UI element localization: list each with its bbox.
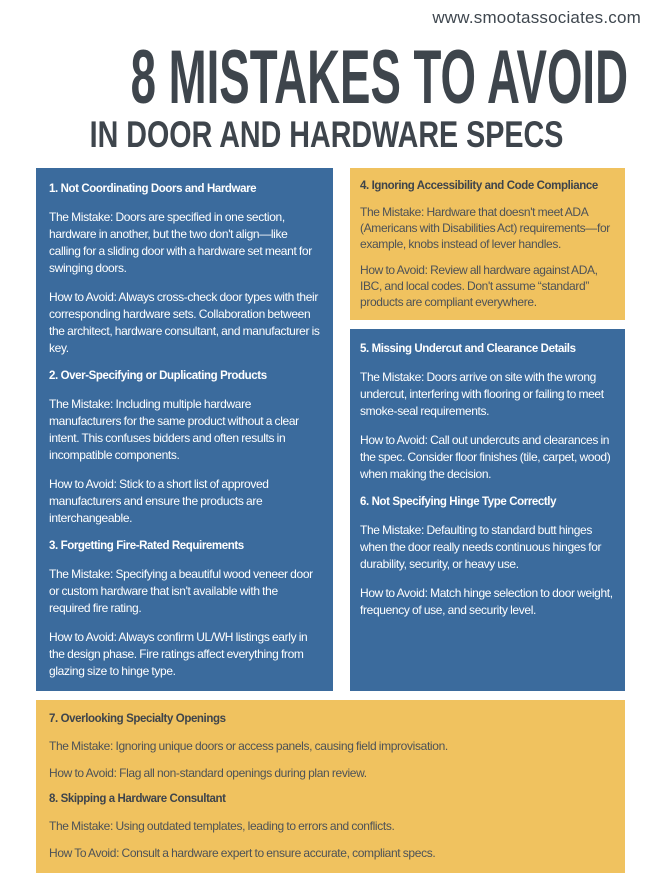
blue-panel-mistakes-5-6: 5. Missing Undercut and Clearance Detail…: [350, 329, 625, 691]
mistake-section-8: 8. Skipping a Hardware Consultant The Mi…: [49, 792, 612, 861]
mistake-3-how-to-avoid: How to Avoid: Always confirm UL/WH listi…: [49, 630, 308, 678]
mistake-5-the-mistake: The Mistake: Doors arrive on site with t…: [360, 370, 604, 418]
page-subtitle: IN DOOR AND HARDWARE SPECS: [89, 114, 564, 155]
content-grid: 1. Not Coordinating Doors and Hardware T…: [36, 168, 625, 691]
mistake-7-the-mistake: The Mistake: Ignoring unique doors or ac…: [49, 739, 448, 753]
mistake-section-6: 6. Not Specifying Hinge Type Correctly T…: [360, 495, 615, 619]
mistake-7-how-to-avoid: How to Avoid: Flag all non-standard open…: [49, 766, 367, 780]
mistake-1-how-to-avoid: How to Avoid: Always cross-check door ty…: [49, 290, 320, 355]
mistake-3-the-mistake: The Mistake: Specifying a beautiful wood…: [49, 567, 313, 615]
mistake-1-heading: 1. Not Coordinating Doors and Hardware: [49, 183, 257, 195]
mistake-5-how-to-avoid: How to Avoid: Call out undercuts and cle…: [360, 433, 611, 481]
mistake-5-heading: 5. Missing Undercut and Clearance Detail…: [360, 343, 576, 355]
left-column: 1. Not Coordinating Doors and Hardware T…: [36, 168, 333, 691]
mistake-4-how-to-avoid: How to Avoid: Review all hardware agains…: [360, 263, 598, 309]
right-column: 4. Ignoring Accessibility and Code Compl…: [350, 168, 625, 691]
blue-panel-mistakes-1-3: 1. Not Coordinating Doors and Hardware T…: [36, 168, 333, 691]
mistake-8-heading: 8. Skipping a Hardware Consultant: [49, 793, 226, 805]
mistake-6-the-mistake: The Mistake: Defaulting to standard butt…: [360, 523, 602, 571]
mistake-2-heading: 2. Over-Specifying or Duplicating Produc…: [49, 370, 267, 382]
mistake-6-how-to-avoid: How to Avoid: Match hinge selection to d…: [360, 586, 613, 617]
mistake-section-4: 4. Ignoring Accessibility and Code Compl…: [360, 179, 615, 310]
mistake-6-heading: 6. Not Specifying Hinge Type Correctly: [360, 496, 557, 508]
yellow-panel-mistakes-7-8: 7. Overlooking Specialty Openings The Mi…: [36, 700, 625, 873]
website-url: www.smootassociates.com: [432, 8, 641, 27]
mistake-4-heading: 4. Ignoring Accessibility and Code Compl…: [360, 180, 598, 192]
mistake-8-the-mistake: The Mistake: Using outdated templates, l…: [49, 819, 395, 833]
mistake-section-1: 1. Not Coordinating Doors and Hardware T…: [49, 182, 320, 357]
mistake-section-2: 2. Over-Specifying or Duplicating Produc…: [49, 369, 320, 527]
mistake-2-how-to-avoid: How to Avoid: Stick to a short list of a…: [49, 477, 269, 525]
mistake-8-how-to-avoid: How To Avoid: Consult a hardware expert …: [49, 846, 436, 860]
mistake-4-the-mistake: The Mistake: Hardware that doesn't meet …: [360, 205, 610, 251]
mistake-7-heading: 7. Overlooking Specialty Openings: [49, 713, 226, 725]
mistake-3-heading: 3. Forgetting Fire-Rated Requirements: [49, 540, 244, 552]
mistake-section-3: 3. Forgetting Fire-Rated Requirements Th…: [49, 539, 320, 680]
page-title: 8 MISTAKES TO AVOID: [130, 35, 629, 120]
mistake-1-the-mistake: The Mistake: Doors are specified in one …: [49, 210, 312, 275]
mistake-2-the-mistake: The Mistake: Including multiple hardware…: [49, 397, 299, 462]
yellow-panel-mistake-4: 4. Ignoring Accessibility and Code Compl…: [350, 168, 625, 320]
mistake-section-7: 7. Overlooking Specialty Openings The Mi…: [49, 712, 612, 781]
mistake-section-5: 5. Missing Undercut and Clearance Detail…: [360, 342, 615, 483]
